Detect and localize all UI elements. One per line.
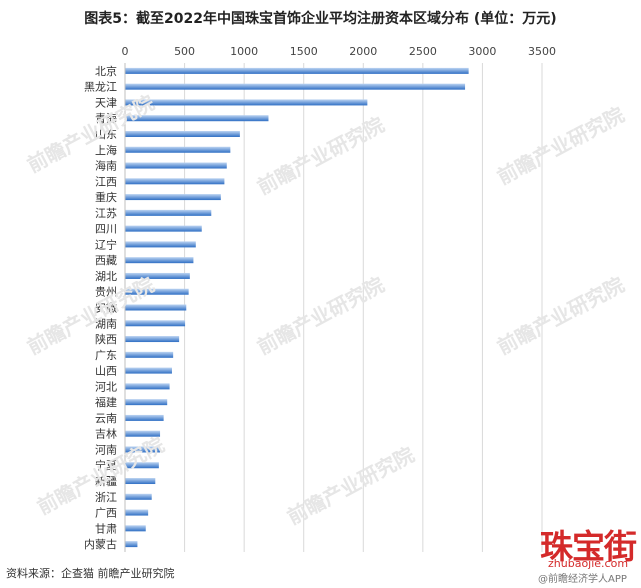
bars: [125, 67, 469, 548]
bar: [125, 525, 146, 532]
category-label: 四川: [95, 223, 117, 236]
x-tick-label: 0: [122, 45, 129, 58]
x-tick-label: 500: [174, 45, 195, 58]
x-axis-ticks: 0 500 1000 1500 2000 2500 3000 3500: [122, 45, 557, 58]
bar: [125, 194, 221, 201]
bar: [125, 304, 187, 311]
category-label: 青海: [95, 111, 117, 125]
category-label: 内蒙古: [84, 537, 117, 551]
category-label: 广西: [95, 507, 117, 520]
category-label: 山东: [95, 128, 117, 141]
category-label: 福建: [95, 395, 117, 409]
bar: [125, 430, 161, 437]
category-label: 北京: [95, 64, 117, 78]
bar: [125, 383, 170, 390]
category-label: 新疆: [95, 474, 117, 488]
category-label: 山西: [95, 365, 117, 378]
category-label: 吉林: [95, 427, 117, 441]
category-label: 江苏: [95, 207, 117, 220]
category-label: 云南: [95, 412, 117, 425]
bar: [125, 115, 269, 122]
x-tick-label: 3000: [468, 45, 496, 58]
category-label: 海南: [95, 159, 117, 173]
category-label: 湖南: [95, 317, 117, 330]
category-label: 广东: [95, 349, 117, 362]
bar: [125, 225, 202, 232]
category-label: 上海: [95, 143, 117, 157]
bar: [125, 320, 186, 327]
category-label: 辽宁: [95, 237, 117, 251]
bar: [125, 178, 225, 185]
category-label: 天津: [95, 96, 117, 109]
bar: [125, 446, 161, 453]
bar: [125, 462, 159, 469]
bar: [125, 241, 196, 248]
bar: [125, 336, 180, 343]
chart-title: 图表5：截至2022年中国珠宝首饰企业平均注册资本区域分布 (单位：万元): [84, 11, 557, 27]
category-label: 安徽: [95, 301, 117, 315]
bar: [125, 99, 368, 106]
bar: [125, 130, 240, 137]
category-label: 河南: [95, 443, 117, 456]
x-tick-label: 3500: [528, 45, 556, 58]
category-label: 西藏: [95, 254, 117, 267]
category-label: 宁夏: [95, 458, 117, 472]
zhubaojie-domain: zhubaojie.com: [548, 557, 629, 570]
category-label: 河北: [95, 380, 117, 393]
corner-watermark: @前瞻经济学人APP: [538, 574, 627, 585]
category-label: 陕西: [95, 332, 117, 346]
bar: [125, 414, 164, 421]
bar: [125, 288, 189, 295]
category-label: 江西: [95, 175, 117, 188]
bar: [125, 209, 212, 216]
bar: [125, 351, 174, 358]
category-label: 贵州: [95, 286, 117, 299]
category-label: 重庆: [95, 190, 117, 204]
zhubaojie-logo: 珠宝街: [540, 527, 637, 566]
x-tick-label: 1000: [230, 45, 258, 58]
category-label: 湖北: [95, 270, 117, 283]
x-tick-label: 2500: [409, 45, 437, 58]
bar: [125, 67, 469, 74]
bar: [125, 399, 168, 406]
bar: [125, 257, 194, 264]
category-label: 黑龙江: [84, 81, 117, 94]
bar: [125, 541, 138, 548]
x-tick-label: 1500: [290, 45, 318, 58]
bar: [125, 367, 172, 374]
x-tick-label: 2000: [349, 45, 377, 58]
bar: [125, 162, 227, 169]
bar: [125, 493, 152, 500]
category-label: 甘肃: [95, 522, 117, 535]
bar: [125, 146, 231, 153]
category-label: 浙江: [95, 491, 117, 504]
bar: [125, 272, 190, 279]
y-axis-categories: 北京黑龙江天津青海山东上海海南江西重庆江苏四川辽宁西藏湖北贵州安徽湖南陕西广东山…: [84, 64, 117, 551]
bar: [125, 509, 149, 516]
source-note: 资料来源：企查猫 前瞻产业研究院: [6, 567, 175, 580]
bar-chart: 0 500 1000 1500 2000 2500 3000 3500 北京黑龙江天津青海山东…: [84, 45, 557, 552]
bar: [125, 478, 156, 485]
bar: [125, 83, 466, 90]
